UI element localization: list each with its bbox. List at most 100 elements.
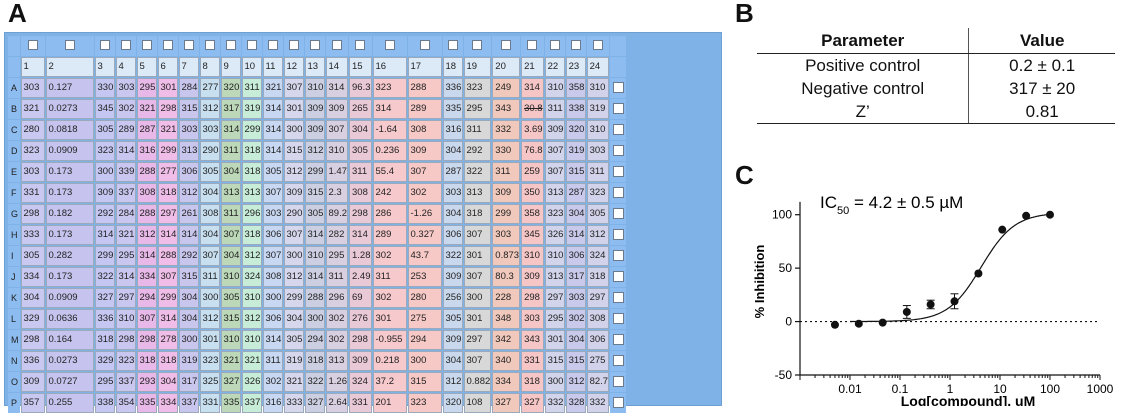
plate-well[interactable]: 284	[178, 78, 199, 98]
plate-well[interactable]: 314	[565, 225, 586, 245]
plate-well[interactable]: 303	[178, 120, 199, 140]
plate-well[interactable]: 298	[521, 288, 544, 308]
plate-well[interactable]: 295	[115, 246, 136, 266]
row-checkbox[interactable]	[612, 228, 624, 240]
plate-well[interactable]: 314	[136, 246, 157, 266]
plate-well[interactable]: 324	[349, 372, 372, 392]
column-checkbox[interactable]	[204, 40, 215, 51]
plate-well[interactable]: 311	[492, 162, 521, 182]
plate-well[interactable]: 259	[521, 162, 544, 182]
plate-well[interactable]: 299	[241, 120, 262, 140]
plate-well[interactable]: 286	[372, 204, 407, 224]
plate-well[interactable]: 304	[442, 204, 463, 224]
plate-well[interactable]: 288	[407, 78, 442, 98]
plate-well[interactable]: 290	[199, 141, 220, 161]
plate-well[interactable]: 305	[20, 246, 45, 266]
plate-well[interactable]: 303	[20, 162, 45, 182]
plate-well[interactable]: 303	[442, 183, 463, 203]
plate-well[interactable]: 306	[262, 225, 283, 245]
plate-well[interactable]: 312	[241, 246, 262, 266]
plate-well[interactable]: 304	[20, 288, 45, 308]
plate-well[interactable]: 314	[178, 225, 199, 245]
row-checkbox[interactable]	[612, 165, 624, 177]
plate-well[interactable]: 318	[304, 351, 325, 371]
plate-well[interactable]: 315	[565, 351, 586, 371]
column-checkbox[interactable]	[27, 40, 38, 51]
plate-well[interactable]: 318	[157, 183, 178, 203]
plate-well[interactable]: 307	[283, 78, 304, 98]
plate-well[interactable]: 228	[492, 288, 521, 308]
plate-well[interactable]: 0.0727	[45, 372, 94, 392]
plate-well[interactable]: 321	[262, 78, 283, 98]
plate-well[interactable]: 313	[544, 267, 565, 287]
plate-well[interactable]: 309	[304, 120, 325, 140]
plate-well[interactable]: 0.873	[492, 246, 521, 266]
plate-well[interactable]: 0.173	[45, 267, 94, 287]
plate-well[interactable]: 304	[199, 183, 220, 203]
plate-well[interactable]: 297	[463, 330, 492, 350]
plate-well[interactable]: 314	[325, 78, 348, 98]
column-checkbox[interactable]	[419, 40, 430, 51]
plate-well[interactable]: 294	[304, 330, 325, 350]
plate-well[interactable]: 314	[262, 99, 283, 119]
plate-well[interactable]: 319	[283, 351, 304, 371]
plate-well[interactable]: 310	[241, 288, 262, 308]
plate-well[interactable]: 0.182	[45, 204, 94, 224]
plate-well[interactable]: 332	[544, 393, 565, 413]
plate-well[interactable]: 302	[407, 183, 442, 203]
plate-well[interactable]: 1.26	[325, 372, 348, 392]
plate-well[interactable]: 308	[199, 204, 220, 224]
plate-well[interactable]: 307	[199, 246, 220, 266]
plate-well[interactable]: 312	[283, 267, 304, 287]
plate-well[interactable]: 306	[178, 162, 199, 182]
plate-well[interactable]: 302	[325, 309, 348, 329]
plate-well[interactable]: 1.47	[325, 162, 348, 182]
plate-well[interactable]: 348	[492, 309, 521, 329]
plate-well[interactable]: 311	[349, 162, 372, 182]
plate-well[interactable]: 323	[199, 351, 220, 371]
plate-well[interactable]: 317	[178, 372, 199, 392]
plate-well[interactable]: 312	[199, 99, 220, 119]
plate-well[interactable]: 305	[586, 204, 610, 224]
column-checkbox[interactable]	[501, 40, 512, 51]
plate-well[interactable]: 290	[283, 204, 304, 224]
plate-well[interactable]: 297	[586, 288, 610, 308]
plate-well[interactable]: 301	[463, 246, 492, 266]
plate-well[interactable]: 303	[199, 120, 220, 140]
plate-well[interactable]: 296	[325, 288, 348, 308]
plate-well[interactable]: 331	[521, 351, 544, 371]
plate-well[interactable]: 297	[544, 288, 565, 308]
plate-well[interactable]: 322	[304, 372, 325, 392]
plate-well[interactable]: 314	[304, 225, 325, 245]
plate-well[interactable]: 336	[442, 78, 463, 98]
plate-well[interactable]: 323	[372, 78, 407, 98]
plate-well[interactable]: 311	[199, 267, 220, 287]
plate-well[interactable]: 276	[349, 309, 372, 329]
plate-well[interactable]: 304	[178, 288, 199, 308]
plate-well[interactable]: 305	[349, 141, 372, 161]
plate-well[interactable]: 323	[407, 393, 442, 413]
plate-well[interactable]: 304	[199, 225, 220, 245]
plate-well[interactable]: 310	[241, 330, 262, 350]
plate-well[interactable]: 321	[136, 99, 157, 119]
plate-well[interactable]: 298	[136, 330, 157, 350]
plate-well[interactable]: 30.8	[521, 99, 544, 119]
plate-well[interactable]: 319	[586, 99, 610, 119]
plate-well[interactable]: 307	[325, 120, 348, 140]
plate-well[interactable]: 305	[220, 288, 241, 308]
plate-well[interactable]: 288	[136, 162, 157, 182]
plate-well[interactable]: 295	[94, 372, 115, 392]
plate-well[interactable]: 292	[178, 246, 199, 266]
plate-well[interactable]: 242	[372, 183, 407, 203]
plate-well[interactable]: 358	[565, 78, 586, 98]
plate-well[interactable]: 324	[586, 246, 610, 266]
plate-well[interactable]: 321	[115, 225, 136, 245]
plate-well[interactable]: 304	[442, 351, 463, 371]
plate-well[interactable]: 306	[262, 309, 283, 329]
plate-well[interactable]: 302	[325, 330, 348, 350]
plate-well[interactable]: 318	[136, 351, 157, 371]
column-checkbox[interactable]	[225, 40, 236, 51]
plate-well[interactable]: 300	[544, 372, 565, 392]
plate-well[interactable]: 345	[521, 225, 544, 245]
plate-well[interactable]: 318	[521, 372, 544, 392]
